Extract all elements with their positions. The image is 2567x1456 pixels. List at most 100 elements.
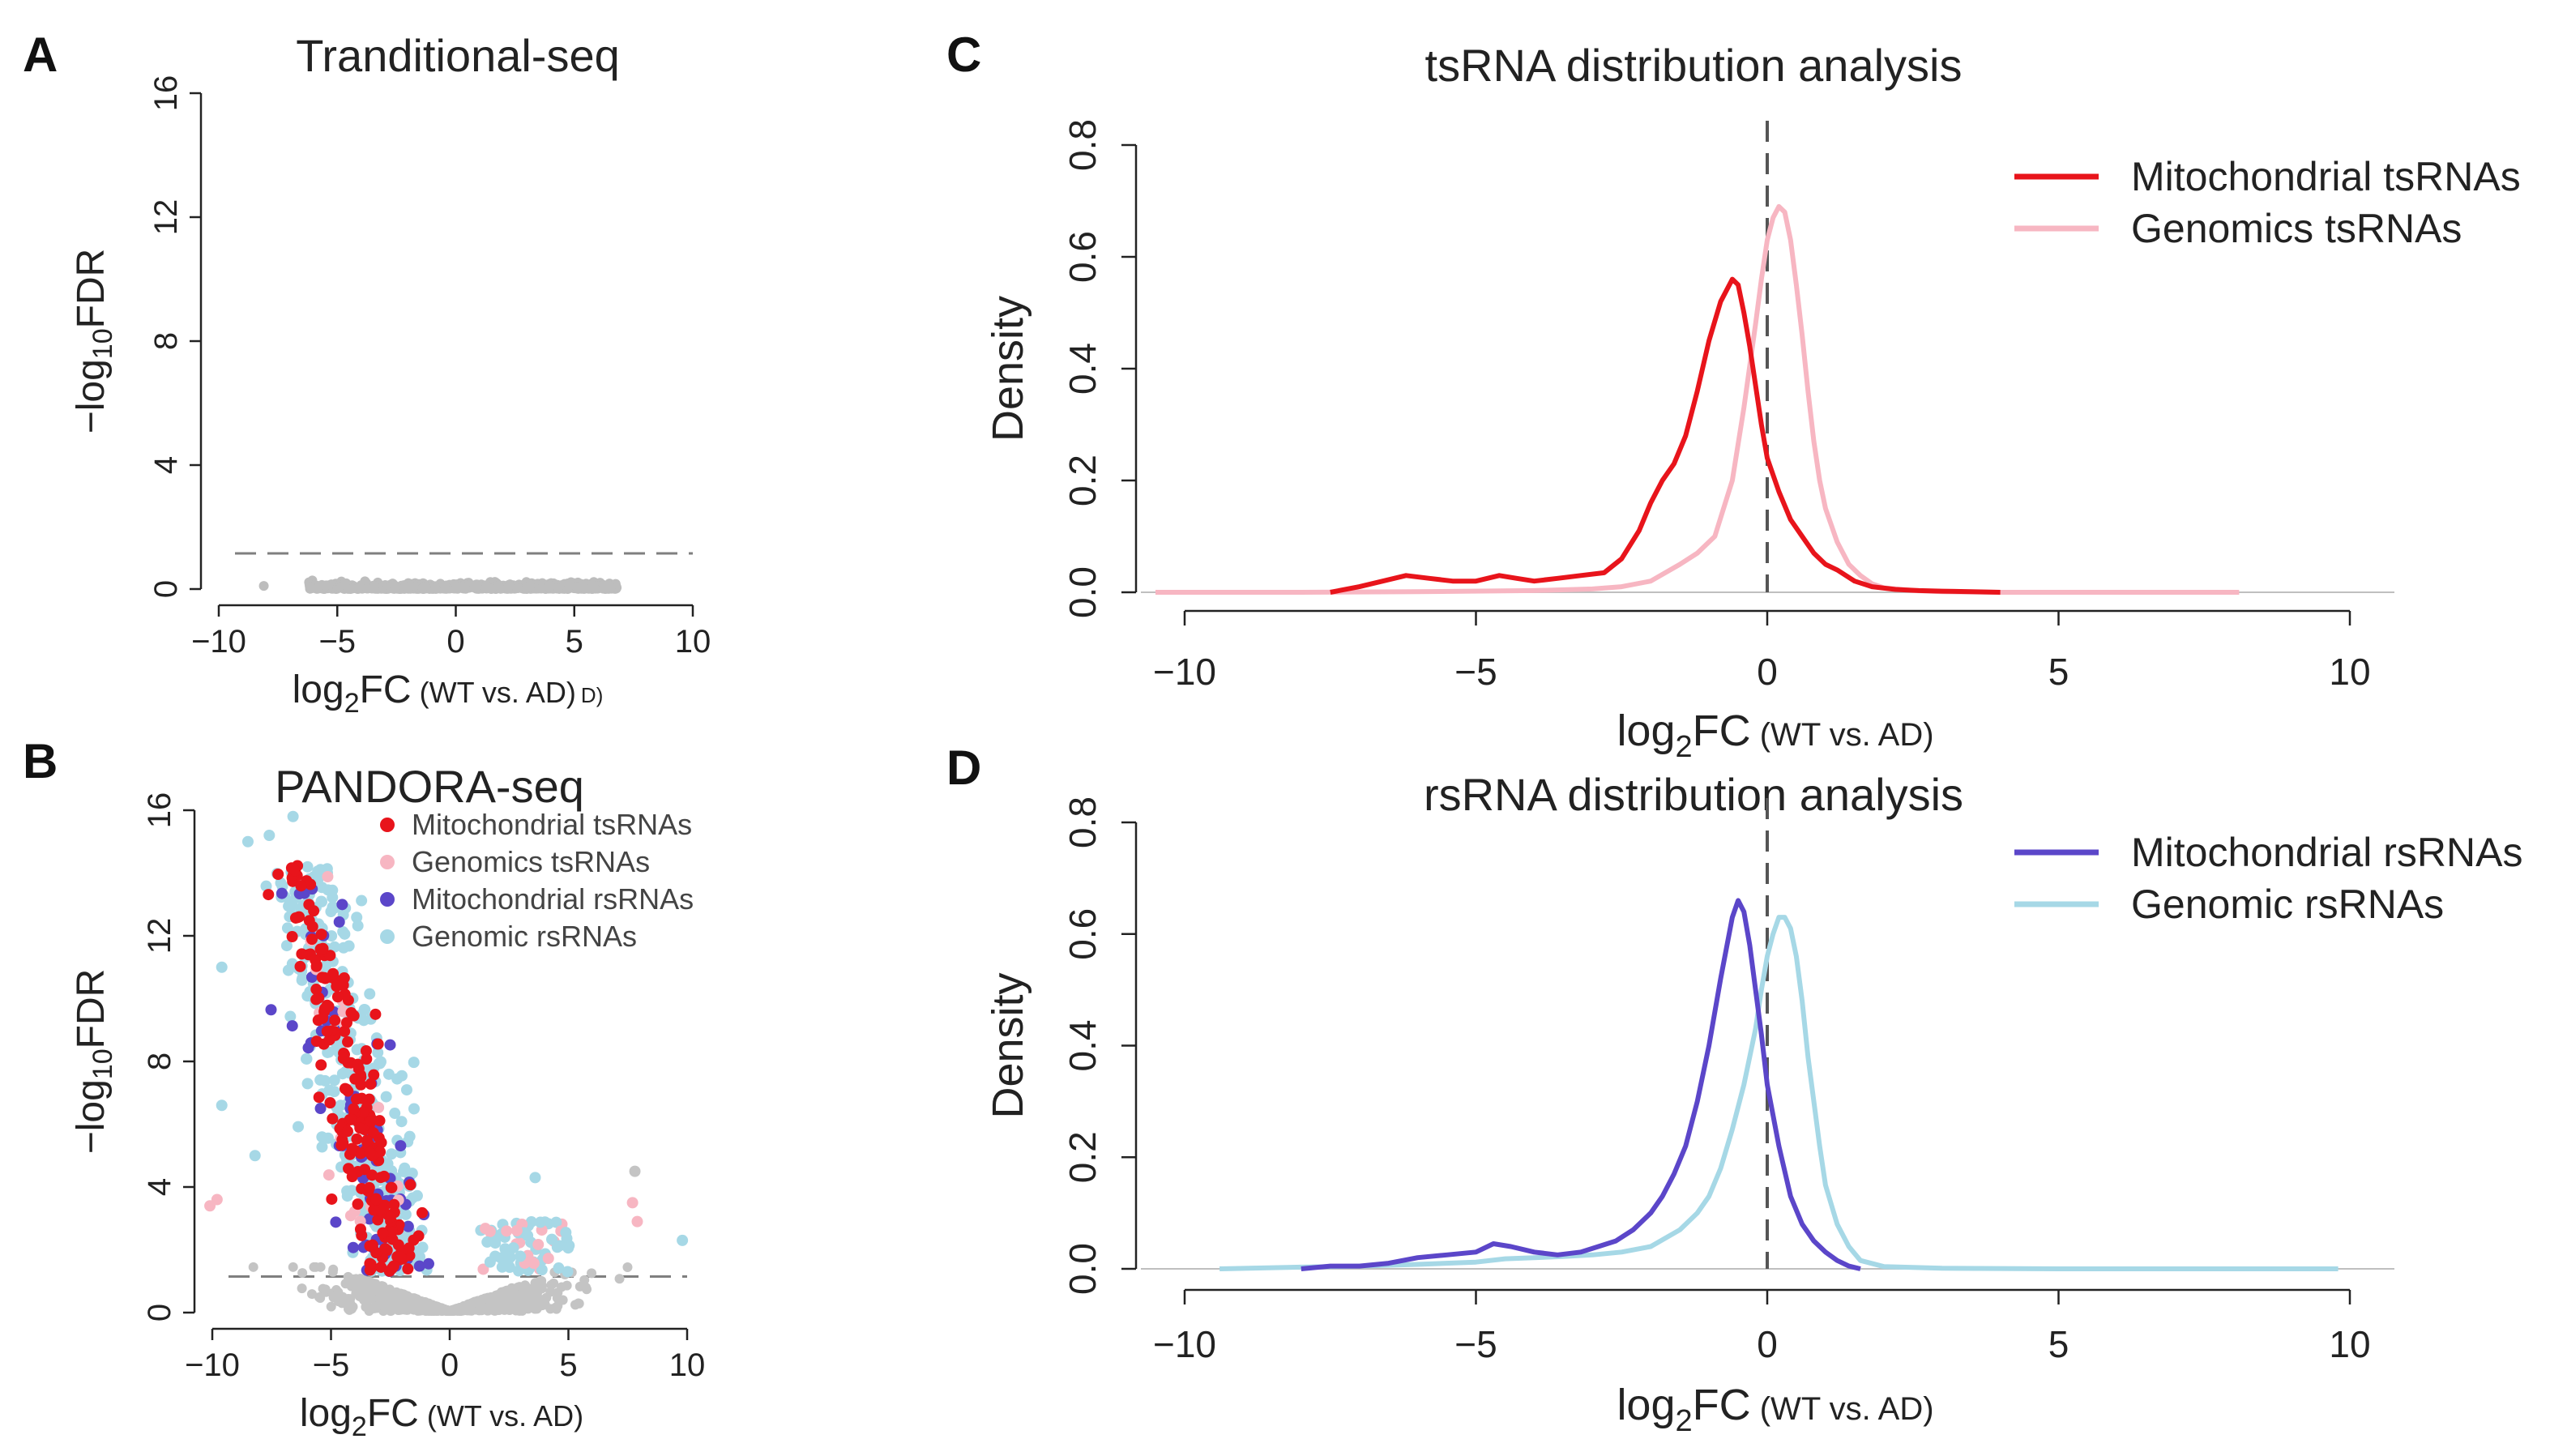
data-point [306, 583, 317, 593]
data-point [316, 1131, 328, 1143]
series-line [1219, 915, 2338, 1271]
data-point [430, 583, 441, 594]
data-point [328, 941, 340, 953]
data-point [318, 1002, 331, 1014]
data-point [345, 1007, 357, 1019]
data-point [505, 1290, 515, 1300]
data-point [579, 1275, 590, 1285]
data-point [530, 1304, 540, 1314]
data-point [335, 1099, 347, 1112]
data-point [265, 1004, 277, 1016]
data-point [284, 1010, 297, 1023]
x-tick-label: 10 [675, 624, 711, 660]
x-tick-label: −10 [1153, 1323, 1216, 1365]
data-point [395, 1070, 408, 1082]
data-point [380, 1091, 392, 1103]
y-tick-label: 4 [148, 456, 184, 474]
data-point [562, 1266, 574, 1278]
data-point [529, 1172, 541, 1184]
data-point [395, 1140, 407, 1152]
x-tick-label: 5 [2048, 1323, 2069, 1365]
data-point [522, 1229, 534, 1241]
data-point [342, 1035, 354, 1048]
data-point [622, 1262, 633, 1273]
data-point [384, 1211, 396, 1223]
data-point [587, 1268, 597, 1279]
legend: Mitochondrial tsRNAs Genomics tsRNAs Mitoc… [380, 808, 694, 953]
data-point [361, 1053, 373, 1065]
data-point [248, 1262, 258, 1272]
data-point [370, 1193, 382, 1206]
data-point [375, 1137, 387, 1149]
data-point [293, 1121, 305, 1133]
data-point [532, 1286, 543, 1296]
x-tick-label: 5 [559, 1347, 577, 1383]
data-point [378, 1199, 391, 1211]
x-tick-label: −10 [185, 1347, 240, 1383]
data-point [287, 810, 299, 822]
x-axis-label: log2FC (WT vs. AD) [1617, 707, 1933, 764]
data-point [352, 1058, 364, 1070]
data-point [359, 1004, 371, 1016]
data-point [310, 984, 322, 996]
legend-label: Mitochondrial tsRNAs [412, 808, 692, 841]
data-point [355, 1078, 367, 1091]
data-point [417, 583, 428, 593]
data-point [365, 1078, 377, 1090]
data-point [288, 1262, 298, 1272]
data-point [545, 582, 555, 592]
data-point [475, 1297, 485, 1308]
chart-title: rsRNA distribution analysis [1424, 769, 1963, 820]
data-point [379, 1243, 391, 1255]
data-point [331, 980, 343, 993]
data-point [354, 1215, 366, 1228]
x-tick-label: −10 [1153, 651, 1216, 693]
data-point [275, 887, 288, 899]
data-point [352, 920, 364, 932]
data-point [374, 1056, 387, 1068]
data-point [400, 1084, 412, 1096]
data-point [258, 581, 269, 591]
data-point [313, 1091, 325, 1104]
legend-marker [380, 855, 395, 869]
data-point [315, 929, 327, 941]
data-point [321, 580, 331, 591]
data-point [402, 1220, 414, 1232]
data-point [542, 1253, 554, 1265]
data-point [512, 1265, 524, 1277]
data-point [515, 1250, 527, 1262]
data-point [294, 960, 306, 972]
data-point [317, 1012, 329, 1024]
data-point [346, 1281, 357, 1292]
data-point [499, 1243, 511, 1255]
data-point [495, 583, 506, 594]
data-point [295, 880, 307, 892]
data-point [384, 1039, 396, 1051]
data-point [587, 580, 597, 591]
data-point [310, 993, 322, 1006]
data-point [335, 583, 346, 593]
data-point [527, 1257, 540, 1270]
data-point [374, 1115, 386, 1127]
data-point [406, 1296, 416, 1307]
legend-label: Genomic rsRNAs [412, 920, 637, 953]
data-point [346, 1171, 358, 1183]
x-tick-label: 0 [1757, 1323, 1778, 1365]
legend: Mitochondrial tsRNAs Genomics tsRNAs [2014, 154, 2521, 251]
data-point [365, 1116, 378, 1128]
data-point [216, 1099, 228, 1112]
y-axis-label: Density [984, 296, 1032, 442]
data-point [310, 1262, 321, 1272]
data-point [365, 1293, 376, 1304]
data-point [484, 1256, 496, 1268]
x-tick-label: 0 [1757, 651, 1778, 693]
data-point [343, 940, 355, 952]
data-point [324, 950, 336, 962]
data-point [314, 1074, 327, 1086]
data-point [552, 583, 562, 593]
data-point [316, 1141, 328, 1153]
data-point [289, 865, 301, 877]
points [258, 575, 622, 594]
data-point [347, 583, 357, 594]
data-point [368, 1069, 380, 1081]
